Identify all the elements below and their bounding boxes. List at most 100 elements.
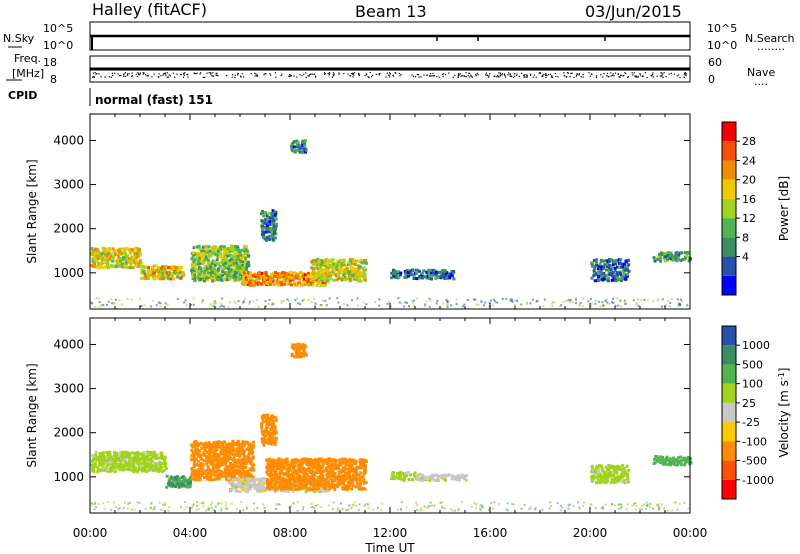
velocity-echo-cell <box>315 479 319 483</box>
velocity-echo-cell <box>336 464 340 468</box>
nave-point <box>120 74 122 77</box>
nave-point <box>523 76 525 78</box>
velocity-echo-cell <box>453 477 457 481</box>
velocity-echo-cell <box>178 482 182 486</box>
velocity-echo-cell <box>274 487 278 491</box>
power-echo-cell <box>99 264 103 268</box>
power-echo-cell <box>214 245 218 249</box>
ground-scatter-cell <box>112 501 115 504</box>
power-echo-cell <box>313 272 317 276</box>
velocity-echo-cell <box>221 443 225 447</box>
velocity-echo-cell <box>333 462 337 466</box>
velocity-echo-cell <box>165 485 169 489</box>
power-echo-cell <box>222 267 226 271</box>
velocity-echo-cell <box>261 487 265 491</box>
power-echo-cell <box>622 262 626 266</box>
power-echo-cell <box>214 277 218 281</box>
ground-scatter-cell <box>268 298 271 301</box>
power-echo-cell <box>309 281 313 285</box>
power-echo-cell <box>104 265 108 269</box>
power-echo-cell <box>124 252 128 256</box>
ground-scatter-cell <box>100 304 103 307</box>
power-echo-cell <box>236 256 240 260</box>
ground-scatter-cell <box>110 508 113 511</box>
nave-point <box>543 73 545 76</box>
ground-scatter-cell <box>637 304 640 307</box>
power-echo-cell <box>101 246 105 250</box>
velocity-echo-cell <box>653 457 657 461</box>
ground-scatter-cell <box>242 509 245 512</box>
ground-scatter-cell <box>350 506 353 509</box>
power-echo-cell <box>229 257 233 261</box>
power-echo-cell <box>130 250 134 254</box>
velocity-echo-cell <box>299 478 303 482</box>
power-echo-cell <box>425 270 429 274</box>
velocity-echo-cell <box>418 472 422 476</box>
power-echo-cell <box>225 271 229 275</box>
velocity-colorbar-tick-label: 1000 <box>742 339 770 352</box>
velocity-echo-cell <box>274 416 278 420</box>
velocity-echo-cell <box>248 445 252 449</box>
power-echo-cell <box>268 280 272 284</box>
velocity-echo-cell <box>297 349 301 353</box>
ground-scatter-cell <box>565 299 568 302</box>
power-echo-cell <box>112 255 116 259</box>
power-echo-cell <box>138 253 142 257</box>
ground-scatter-cell <box>112 302 115 305</box>
velocity-echo-cell <box>238 466 242 470</box>
nave-point <box>591 73 593 75</box>
velocity-echo-cell <box>359 466 363 470</box>
velocity-echo-cell <box>120 467 124 471</box>
nave-point <box>475 74 477 77</box>
nave-point <box>533 74 535 76</box>
nave-point <box>582 76 584 78</box>
velocity-echo-cell <box>590 470 594 474</box>
velocity-colorbar-frame <box>721 325 737 500</box>
velocity-echo-cell <box>244 462 248 466</box>
ground-scatter-cell <box>346 304 349 307</box>
velocity-echo-cell <box>320 470 324 474</box>
power-echo-cell <box>290 147 294 151</box>
velocity-echo-cell <box>355 480 359 484</box>
ground-scatter-cell <box>221 297 224 300</box>
nave-point <box>108 76 111 78</box>
ground-scatter-cell <box>687 507 690 510</box>
ground-scatter-cell <box>535 300 538 303</box>
power-echo-cell <box>274 232 278 236</box>
velocity-echo-cell <box>252 468 256 472</box>
power-echo-cell <box>315 283 319 287</box>
velocity-echo-cell <box>234 489 238 493</box>
velocity-echo-cell <box>287 476 291 480</box>
velocity-echo-cell <box>293 458 297 462</box>
power-echo-cell <box>451 270 455 274</box>
nave-point <box>416 73 418 76</box>
ground-scatter-cell <box>214 302 217 305</box>
velocity-echo-cell <box>241 451 245 455</box>
power-echo-cell <box>203 267 207 271</box>
power-echo-cell <box>98 266 102 270</box>
ground-scatter-cell <box>617 304 620 307</box>
velocity-echo-cell <box>624 480 628 484</box>
power-echo-cell <box>241 263 245 267</box>
nave-point <box>514 73 516 75</box>
nave-point <box>333 75 335 77</box>
velocity-echo-cell <box>241 481 245 485</box>
power-echo-cell <box>260 212 264 216</box>
power-echo-cell <box>107 246 111 250</box>
nave-point <box>529 73 532 75</box>
velocity-echo-cell <box>99 456 103 460</box>
ground-scatter-cell <box>240 501 243 504</box>
power-echo-cell <box>273 236 277 240</box>
power-echo-cell <box>237 270 241 274</box>
velocity-echo-cell <box>342 474 346 478</box>
velocity-echo-cell <box>223 470 227 474</box>
velocity-echo-cell <box>418 476 422 480</box>
power-echo-cell <box>219 252 223 256</box>
power-echo-cell <box>656 257 660 261</box>
ground-scatter-cell <box>475 303 478 306</box>
power-echo-cell <box>232 261 236 265</box>
velocity-echo-cell <box>217 457 221 461</box>
power-echo-cell <box>125 259 129 263</box>
power-echo-cell <box>106 260 110 264</box>
power-echo-cell <box>415 277 419 281</box>
